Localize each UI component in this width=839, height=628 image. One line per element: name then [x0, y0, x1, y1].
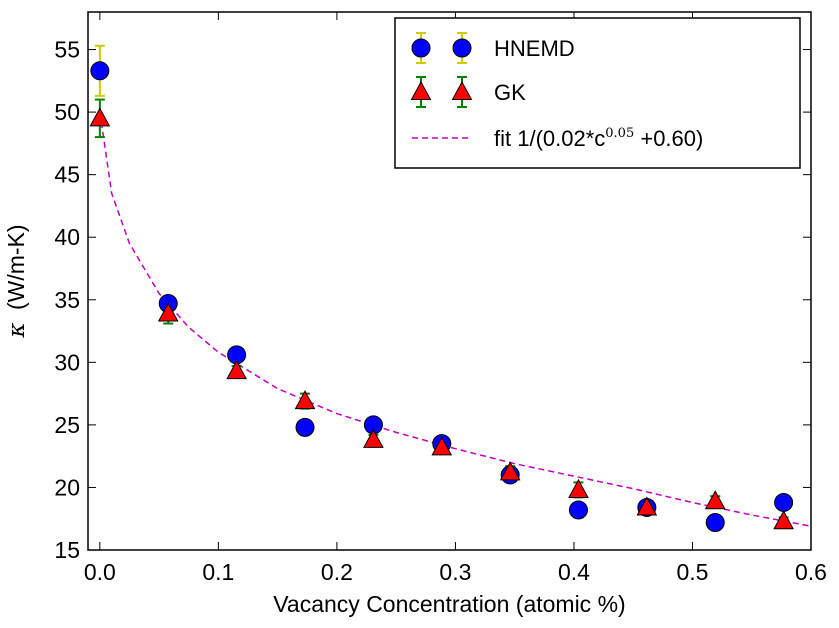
point-hnemd-0: [90, 61, 110, 81]
y-tick-label: 30: [54, 349, 80, 375]
legend-marker-hnemd: [452, 38, 472, 58]
point-gk-5: [431, 436, 453, 456]
x-tick-label: 0.3: [439, 559, 471, 585]
point-gk-7: [568, 478, 589, 498]
y-tick-label: 35: [54, 287, 80, 313]
x-tick-label: 0.4: [558, 559, 590, 585]
y-axis-label: κ (W/m-K): [3, 224, 30, 338]
legend-label-hnemd: HNEMD: [494, 36, 575, 61]
legend: HNEMD GK fit 1/(0.02*c0.05 +0.60): [394, 17, 801, 169]
y-tick-label: 20: [54, 474, 80, 500]
point-gk-2: [226, 360, 247, 380]
plot-frame: [87, 11, 812, 551]
fit-label-exponent: 0.05: [605, 126, 634, 141]
point-gk-3: [294, 390, 316, 410]
plot-area: [89, 44, 811, 532]
y-axis-symbol: κ: [4, 322, 30, 338]
legend-label-fit: fit 1/(0.02*c0.05 +0.60): [494, 126, 703, 151]
y-tick-label: 40: [54, 224, 80, 250]
fit-curve: [99, 111, 811, 527]
axes: 0.0 0.1 0.2 0.3 0.4 0.5 0.6 15 20 25 30 35 40 45 50 55: [54, 11, 827, 585]
y-tick-label: 15: [54, 537, 80, 563]
point-gk-8: [636, 496, 658, 516]
point-gk-6: [499, 461, 521, 481]
legend-marker-hnemd: [411, 38, 431, 58]
y-tick-label: 45: [54, 162, 80, 188]
legend-marker-gk: [410, 80, 432, 100]
y-tick-label: 50: [54, 99, 80, 125]
point-gk-0: [89, 107, 111, 127]
point-hnemd-10: [774, 492, 794, 512]
y-tick-label: 55: [54, 37, 80, 63]
svg-text:κ (W/m-K): κ (W/m-K): [3, 224, 30, 338]
point-gk-4: [363, 428, 384, 448]
point-hnemd-3: [295, 417, 315, 437]
legend-label-gk: GK: [494, 80, 526, 105]
x-tick-label: 0.0: [84, 559, 116, 585]
point-gk-9: [704, 490, 726, 510]
point-gk-10: [773, 510, 794, 530]
x-tick-label: 0.2: [321, 559, 353, 585]
x-tick-label: 0.1: [202, 559, 234, 585]
x-tick-label: 0.6: [795, 559, 827, 585]
y-axis-unit: (W/m-K): [3, 224, 29, 310]
y-tick-label: 25: [54, 412, 80, 438]
fit-label-prefix: fit 1/(0.02*c: [494, 126, 605, 151]
point-gk-1: [157, 302, 179, 322]
legend-marker-gk: [451, 80, 473, 100]
point-hnemd-7: [568, 500, 588, 520]
fit-label-suffix: +0.60): [634, 126, 703, 151]
x-axis-label: Vacancy Concentration (atomic %): [273, 591, 625, 617]
point-hnemd-9: [705, 512, 725, 532]
legend-markers: [410, 32, 473, 139]
x-tick-label: 0.5: [676, 559, 708, 585]
